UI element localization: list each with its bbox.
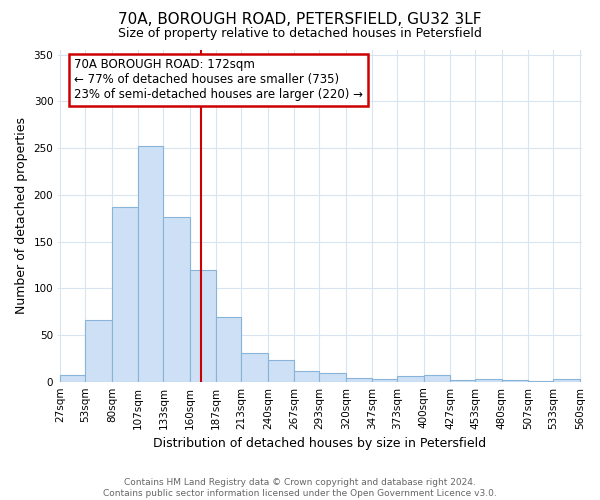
Text: Contains HM Land Registry data © Crown copyright and database right 2024.
Contai: Contains HM Land Registry data © Crown c…: [103, 478, 497, 498]
Bar: [346, 378, 372, 382]
Text: 70A BOROUGH ROAD: 172sqm
← 77% of detached houses are smaller (735)
23% of semi-: 70A BOROUGH ROAD: 172sqm ← 77% of detach…: [74, 58, 363, 102]
Text: 70A, BOROUGH ROAD, PETERSFIELD, GU32 3LF: 70A, BOROUGH ROAD, PETERSFIELD, GU32 3LF: [118, 12, 482, 28]
Bar: [372, 379, 397, 382]
Bar: [450, 380, 475, 382]
Text: Size of property relative to detached houses in Petersfield: Size of property relative to detached ho…: [118, 28, 482, 40]
Bar: [553, 379, 580, 382]
Bar: [85, 320, 112, 382]
Bar: [502, 380, 528, 382]
Bar: [319, 374, 346, 382]
X-axis label: Distribution of detached houses by size in Petersfield: Distribution of detached houses by size …: [154, 437, 487, 450]
Bar: [475, 379, 502, 382]
Bar: [216, 317, 241, 382]
Bar: [163, 217, 190, 382]
Bar: [138, 146, 163, 382]
Bar: [528, 380, 553, 382]
Bar: [397, 376, 424, 382]
Bar: [268, 360, 294, 382]
Bar: [60, 375, 85, 382]
Y-axis label: Number of detached properties: Number of detached properties: [15, 118, 28, 314]
Bar: [424, 375, 450, 382]
Bar: [241, 352, 268, 382]
Bar: [190, 270, 216, 382]
Bar: [294, 372, 319, 382]
Bar: [112, 207, 138, 382]
